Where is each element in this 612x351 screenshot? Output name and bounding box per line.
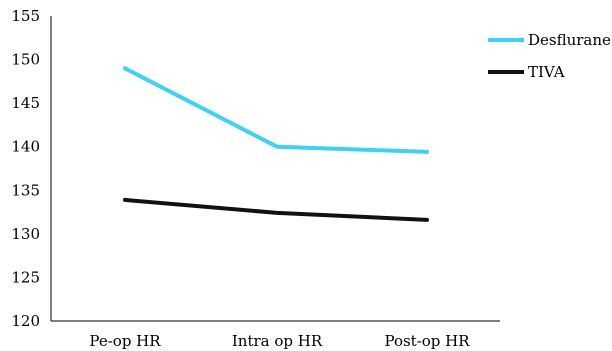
legend-label-desflurane: Desflurane: [528, 31, 611, 49]
x-tick-label: Pe-op HR: [89, 332, 161, 350]
y-tick-labels: 120 125 130 135 140 145 150 155: [11, 7, 40, 330]
legend: Desflurane TIVA: [488, 31, 611, 81]
y-tick-label: 135: [11, 181, 40, 199]
y-tick-label: 120: [11, 312, 40, 330]
series-line-desflurane: [123, 66, 429, 154]
series-lines: [123, 66, 429, 222]
chart-axes: [50, 16, 500, 322]
legend-label-tiva: TIVA: [528, 63, 565, 81]
y-tick-label: 145: [11, 94, 40, 112]
series-line-tiva: [123, 197, 429, 222]
y-tick-label: 150: [11, 51, 40, 69]
x-tick-label: Intra op HR: [232, 332, 323, 350]
y-tick-label: 130: [11, 225, 40, 243]
x-tick-label: Post-op HR: [384, 332, 470, 350]
x-tick-labels: Pe-op HR Intra op HR Post-op HR: [89, 332, 470, 350]
y-tick-label: 125: [11, 268, 40, 286]
y-tick-label: 155: [11, 7, 40, 25]
y-tick-label: 140: [11, 138, 40, 156]
